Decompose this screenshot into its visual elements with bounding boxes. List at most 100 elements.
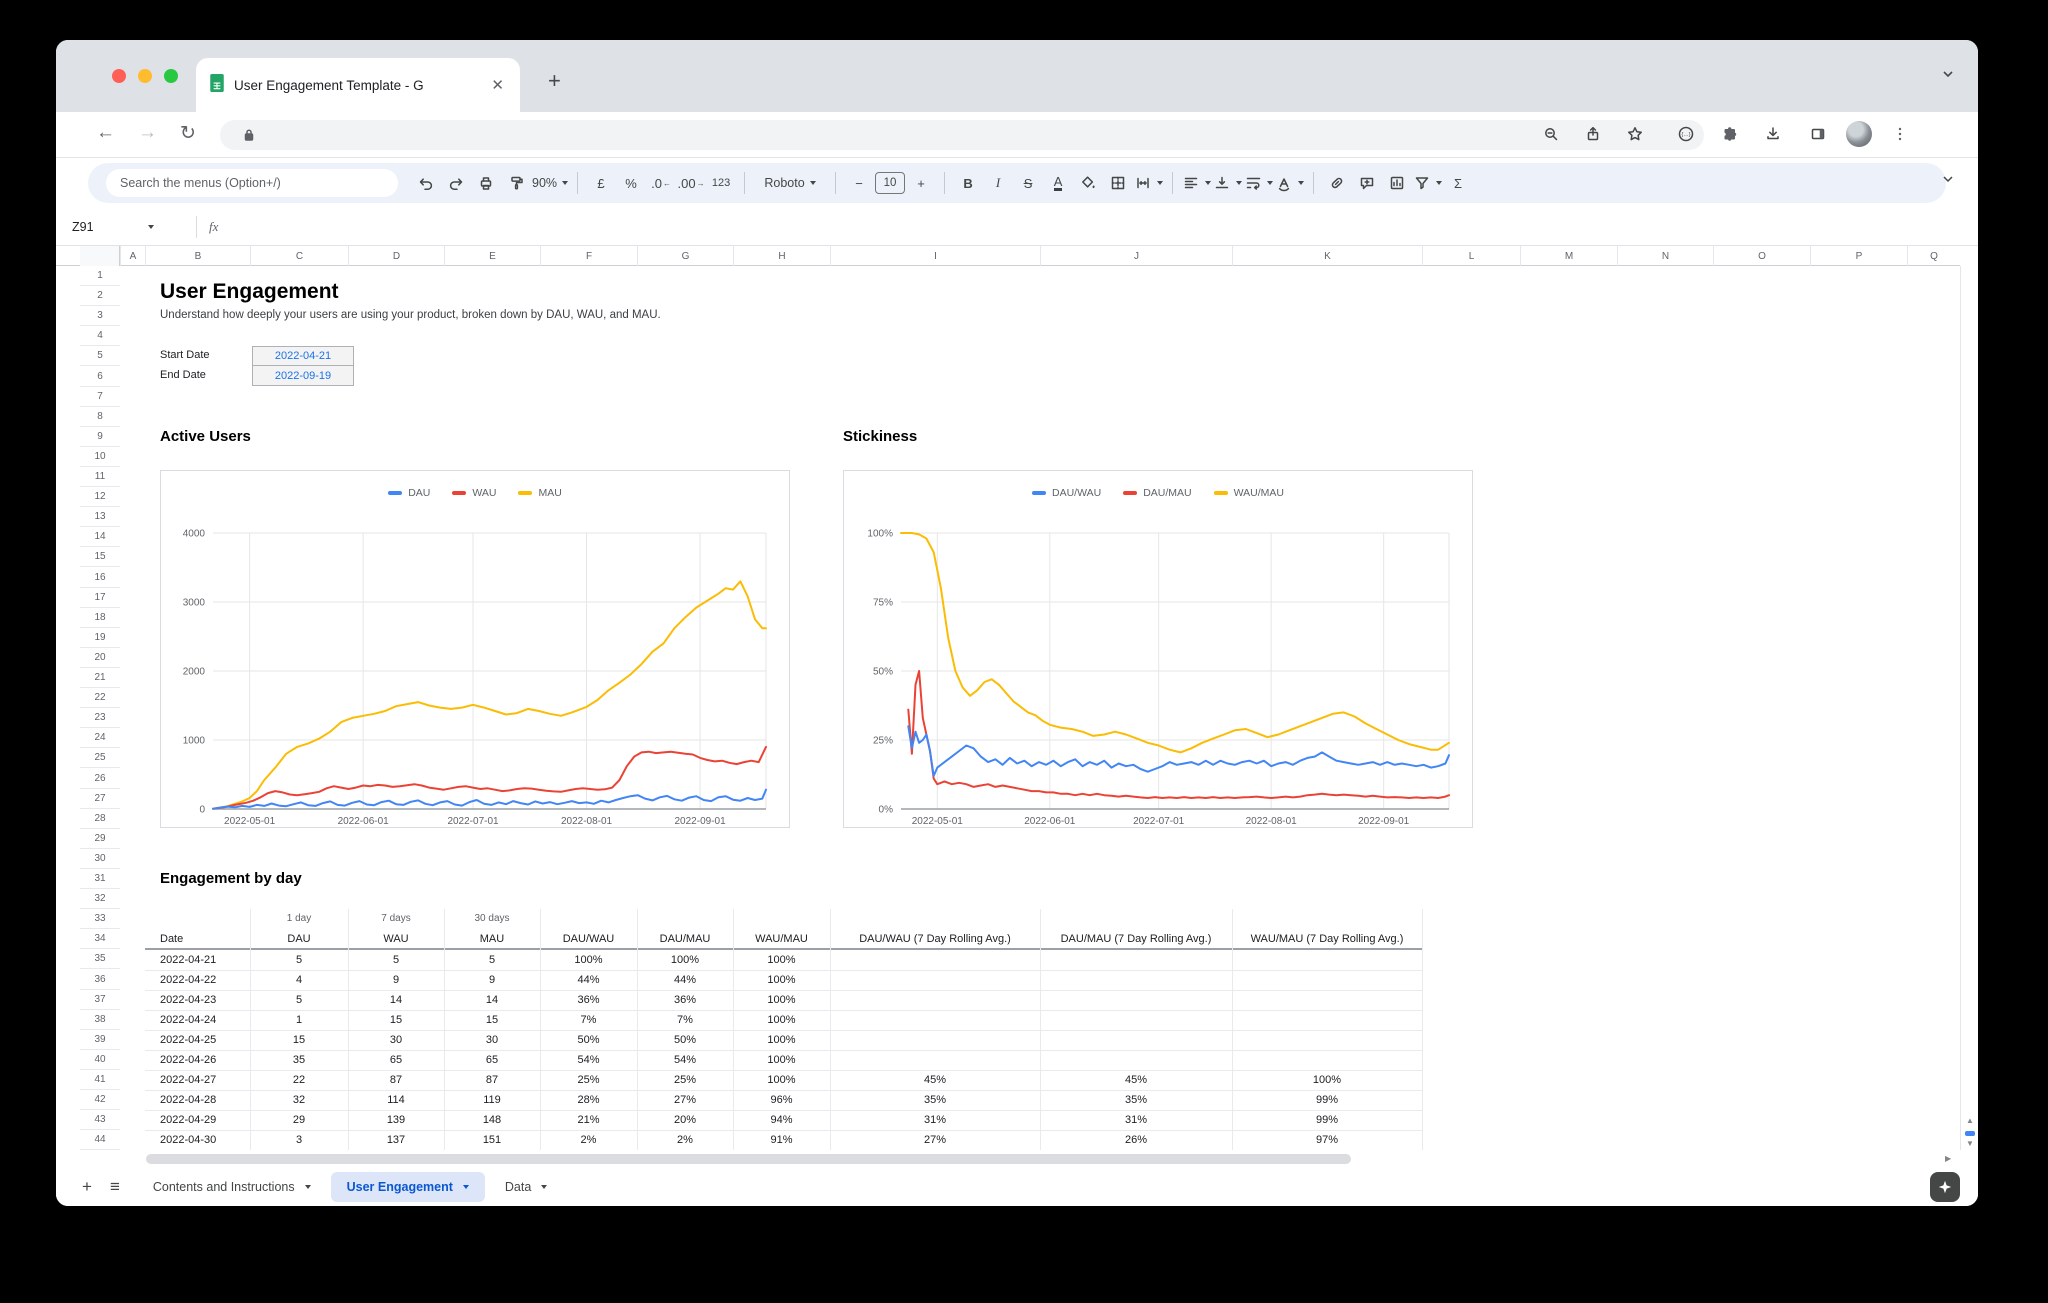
scroll-down-arrow-icon[interactable]: ▼ — [1966, 1139, 1974, 1148]
table-cell[interactable]: 2022-04-30 — [145, 1132, 250, 1148]
row-header-40[interactable]: 40 — [80, 1050, 120, 1070]
table-group-header[interactable]: 7 days — [348, 912, 444, 926]
row-header-36[interactable]: 36 — [80, 970, 120, 990]
vertical-align-icon[interactable] — [1213, 168, 1242, 198]
table-cell[interactable]: 54% — [540, 1052, 637, 1068]
browser-menu-icon[interactable] — [1891, 125, 1909, 148]
row-header-38[interactable]: 38 — [80, 1010, 120, 1030]
table-cell[interactable]: 2% — [637, 1132, 733, 1148]
italic-icon[interactable]: I — [984, 168, 1012, 198]
horizontal-scrollbar[interactable]: ▶ — [56, 1150, 1960, 1168]
row-header-37[interactable]: 37 — [80, 990, 120, 1010]
table-group-header[interactable]: 1 day — [250, 912, 348, 926]
table-cell[interactable]: 2% — [540, 1132, 637, 1148]
column-header-M[interactable]: M — [1520, 246, 1617, 266]
table-cell[interactable]: 1 — [250, 1012, 348, 1028]
window-minimize-button[interactable] — [138, 69, 152, 83]
table-cell[interactable]: 5 — [250, 952, 348, 968]
share-icon[interactable] — [1584, 125, 1602, 148]
name-box[interactable]: Z91 — [56, 220, 184, 234]
table-cell[interactable]: 7% — [637, 1012, 733, 1028]
column-header-P[interactable]: P — [1810, 246, 1907, 266]
row-header-18[interactable]: 18 — [80, 608, 120, 628]
column-header-O[interactable]: O — [1713, 246, 1810, 266]
table-cell[interactable]: 100% — [733, 1012, 830, 1028]
table-cell[interactable]: 65 — [348, 1052, 444, 1068]
tab-strip-chevron-icon[interactable] — [1940, 66, 1956, 87]
toolbar-collapse-icon[interactable] — [1940, 171, 1956, 192]
row-header-2[interactable]: 2 — [80, 286, 120, 306]
table-cell[interactable]: 15 — [348, 1012, 444, 1028]
filter-icon[interactable] — [1413, 168, 1442, 198]
column-header-F[interactable]: F — [540, 246, 637, 266]
column-header-E[interactable]: E — [444, 246, 540, 266]
table-cell[interactable]: 15 — [444, 1012, 540, 1028]
font-select[interactable]: Roboto — [754, 168, 826, 198]
table-cell[interactable]: 65 — [444, 1052, 540, 1068]
table-cell[interactable]: 148 — [444, 1112, 540, 1128]
table-column-header[interactable]: WAU/MAU — [733, 931, 830, 947]
table-cell[interactable]: 87 — [348, 1072, 444, 1088]
paint-format-icon[interactable] — [502, 168, 530, 198]
table-cell[interactable]: 36% — [540, 992, 637, 1008]
side-panel-icon[interactable] — [1809, 125, 1827, 148]
table-cell[interactable]: 119 — [444, 1092, 540, 1108]
table-cell[interactable]: 3 — [250, 1132, 348, 1148]
column-header-D[interactable]: D — [348, 246, 444, 266]
all-sheets-icon[interactable]: ≡ — [110, 1177, 119, 1197]
table-cell[interactable]: 100% — [637, 952, 733, 968]
table-cell[interactable]: 54% — [637, 1052, 733, 1068]
table-cell[interactable]: 100% — [540, 952, 637, 968]
table-cell[interactable]: 5 — [444, 952, 540, 968]
bookmark-star-icon[interactable] — [1626, 125, 1644, 148]
tab-close-icon[interactable]: ✕ — [489, 76, 506, 94]
row-header-9[interactable]: 9 — [80, 427, 120, 447]
table-cell[interactable]: 87 — [444, 1072, 540, 1088]
scroll-right-arrow-icon[interactable]: ▶ — [1945, 1154, 1951, 1163]
sheet-tab-user-engagement[interactable]: User Engagement — [331, 1172, 485, 1202]
end-date-cell[interactable]: 2022-09-19 — [252, 366, 354, 386]
row-header-22[interactable]: 22 — [80, 688, 120, 708]
table-cell[interactable]: 2022-04-23 — [145, 992, 250, 1008]
row-header-12[interactable]: 12 — [80, 487, 120, 507]
table-cell[interactable]: 21% — [540, 1112, 637, 1128]
row-header-35[interactable]: 35 — [80, 949, 120, 969]
table-cell[interactable]: 31% — [830, 1112, 1040, 1128]
horizontal-scrollbar-thumb[interactable] — [146, 1154, 1351, 1164]
row-header-30[interactable]: 30 — [80, 849, 120, 869]
sheet-tab-contents-and-instructions[interactable]: Contents and Instructions — [137, 1172, 327, 1202]
vertical-scrollbar[interactable]: ▲ ▼ — [1960, 266, 1978, 1150]
table-cell[interactable]: 50% — [540, 1032, 637, 1048]
currency-format-icon[interactable]: £ — [587, 168, 615, 198]
percent-format-icon[interactable]: % — [617, 168, 645, 198]
column-header-A[interactable]: A — [120, 246, 145, 266]
column-header-N[interactable]: N — [1617, 246, 1713, 266]
table-cell[interactable]: 7% — [540, 1012, 637, 1028]
fill-color-icon[interactable] — [1074, 168, 1102, 198]
table-column-header[interactable]: DAU/MAU (7 Day Rolling Avg.) — [1040, 931, 1232, 947]
table-cell[interactable]: 36% — [637, 992, 733, 1008]
row-header-15[interactable]: 15 — [80, 547, 120, 567]
table-cell[interactable]: 14 — [348, 992, 444, 1008]
row-header-23[interactable]: 23 — [80, 708, 120, 728]
table-cell[interactable]: 100% — [733, 992, 830, 1008]
row-header-44[interactable]: 44 — [80, 1130, 120, 1150]
extensions-puzzle-icon[interactable] — [1721, 125, 1739, 148]
table-cell[interactable]: 14 — [444, 992, 540, 1008]
table-column-header[interactable]: MAU — [444, 931, 540, 947]
table-cell[interactable]: 5 — [250, 992, 348, 1008]
table-cell[interactable]: 20% — [637, 1112, 733, 1128]
table-cell[interactable]: 2022-04-25 — [145, 1032, 250, 1048]
font-size-increase-icon[interactable]: + — [907, 168, 935, 198]
row-header-16[interactable]: 16 — [80, 568, 120, 588]
table-cell[interactable]: 2022-04-22 — [145, 972, 250, 988]
scroll-up-arrow-icon[interactable]: ▲ — [1966, 1116, 1974, 1125]
row-header-7[interactable]: 7 — [80, 387, 120, 407]
profile-avatar[interactable] — [1846, 121, 1872, 147]
table-cell[interactable]: 137 — [348, 1132, 444, 1148]
table-cell[interactable]: 35% — [830, 1092, 1040, 1108]
page-zoom-icon[interactable] — [1542, 125, 1560, 148]
table-column-header[interactable]: WAU — [348, 931, 444, 947]
sheet-tab-data[interactable]: Data — [489, 1172, 563, 1202]
increase-decimal-icon[interactable]: .00→ — [677, 168, 705, 198]
